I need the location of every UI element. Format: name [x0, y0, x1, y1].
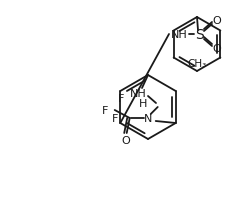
- Text: NH: NH: [170, 30, 188, 40]
- Text: H: H: [139, 99, 147, 109]
- Text: NH: NH: [130, 89, 146, 99]
- Text: O: O: [212, 16, 222, 26]
- Text: F: F: [102, 105, 108, 115]
- Text: O: O: [121, 135, 130, 145]
- Text: F: F: [112, 113, 118, 123]
- Text: CH₃: CH₃: [188, 59, 206, 69]
- Text: N: N: [144, 113, 152, 123]
- Text: S: S: [194, 28, 203, 42]
- Text: O: O: [212, 44, 222, 54]
- Text: F: F: [118, 94, 124, 103]
